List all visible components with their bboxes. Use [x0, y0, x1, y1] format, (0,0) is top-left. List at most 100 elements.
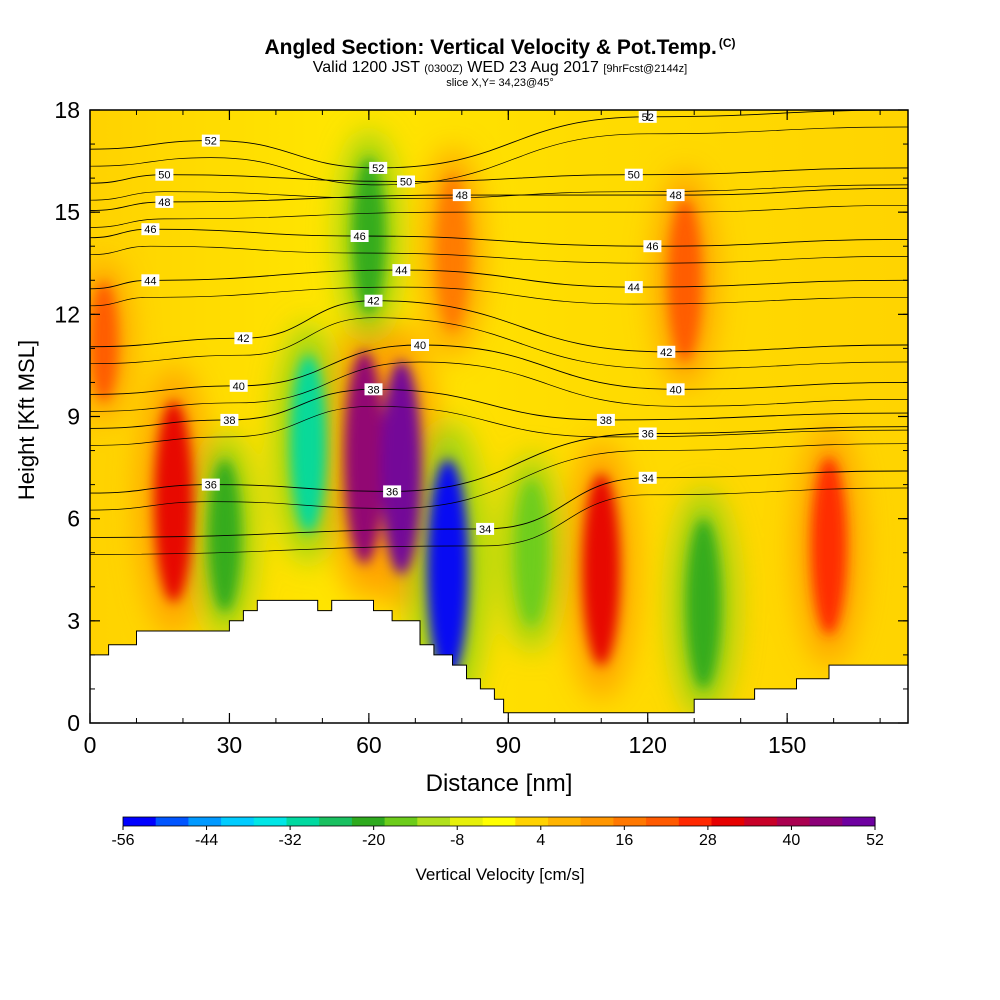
colorbar: -56 -44 -32 -20 -8 4 16 28 40 52 [111, 816, 884, 849]
contour-label-bg [201, 478, 220, 491]
colorbar-swatch-10 [450, 817, 484, 826]
contour-36-minor [90, 443, 908, 511]
contour-46-minor [90, 245, 908, 264]
y-tick-label: 9 [67, 404, 80, 430]
slice-label: slice X,Y= 34,23@45° [446, 77, 554, 89]
chart-title-text: Angled Section: Vertical Velocity & Pot.… [264, 36, 717, 59]
x-tick-label: 90 [495, 732, 521, 758]
colorbar-tick-label: -32 [279, 832, 302, 849]
contour-label-bg [638, 427, 657, 440]
colorbar-swatch-3 [221, 817, 255, 826]
contour-label-text: 50 [158, 170, 170, 182]
velocity-cell-10 [811, 457, 847, 635]
colorbar-swatch-6 [319, 817, 353, 826]
colorbar-tick-label: -20 [362, 832, 385, 849]
contour-36 [90, 426, 908, 494]
contour-label-bg [397, 175, 415, 188]
y-tick-label: 3 [67, 608, 80, 634]
contour-label-36-1: 36 [383, 485, 402, 498]
x-tick-label: 0 [84, 732, 97, 758]
terrain [89, 599, 909, 724]
contour-label-text: 52 [372, 163, 384, 175]
contour-label-text: 50 [628, 170, 640, 182]
colorbar-swatch-16 [646, 817, 680, 826]
contour-label-bg [234, 332, 253, 345]
contour-label-bg [155, 195, 174, 208]
contour-label-bg [624, 281, 643, 294]
contour-label-44-0: 44 [141, 274, 160, 287]
contour-48-minor [90, 204, 908, 228]
colorbar-swatch-13 [548, 817, 582, 826]
contour-label-38-0: 38 [220, 413, 239, 427]
contour-label-44-2: 44 [624, 281, 643, 294]
colorbar-swatch-1 [155, 817, 189, 826]
colorbar-swatch-11 [482, 817, 516, 826]
contour-label-bg [364, 383, 383, 396]
velocity-cell-8 [582, 473, 621, 666]
contour-label-bg [638, 471, 657, 484]
contour-label-text: 40 [233, 381, 245, 393]
contour-40-minor [90, 361, 908, 412]
y-axis-label: Height [Kft MSL] [14, 340, 39, 500]
x-tick-label: 30 [217, 732, 243, 758]
contour-label-text: 42 [367, 296, 379, 308]
colorbar-tick-label: 16 [615, 832, 633, 849]
contour-label-text: 42 [660, 347, 672, 359]
contour-label-44-1: 44 [392, 264, 411, 277]
colorbar-swatch-7 [351, 817, 386, 826]
x-tick-label: 120 [629, 732, 667, 758]
contour-label-42-0: 42 [234, 332, 253, 345]
contour-label-bg [657, 345, 676, 358]
colorbar-swatch-4 [253, 817, 288, 826]
contour-label-50-2: 50 [624, 168, 643, 182]
x-axis-label: Distance [nm] [426, 770, 573, 797]
y-tick-label: 6 [67, 506, 80, 532]
contour-label-46-0: 46 [141, 223, 160, 236]
chart-subtitle: Valid 1200 JST (0300Z) WED 23 Aug 2017 [… [0, 59, 1000, 77]
contour-label-bg [596, 413, 615, 426]
colorbar-swatch-2 [188, 817, 222, 826]
contour-38 [90, 388, 908, 429]
contour-label-bg [383, 485, 402, 498]
velocity-cell-13 [668, 198, 702, 362]
contour-label-48-1: 48 [452, 189, 471, 202]
contour-label-text: 46 [353, 231, 365, 243]
velocity-cell-6 [427, 459, 469, 681]
velocity-cell-9 [686, 518, 721, 690]
velocity-cell-3 [290, 354, 327, 533]
contour-label-text: 42 [237, 333, 249, 345]
y-tick-label: 12 [54, 301, 80, 327]
contour-label-text: 44 [144, 275, 156, 287]
contour-label-48-0: 48 [155, 195, 174, 209]
contour-38-minor [90, 405, 908, 446]
contour-label-36-0: 36 [201, 478, 220, 492]
colorbar-swatch-5 [286, 817, 320, 826]
contour-42-minor [90, 317, 908, 370]
colorbar-swatch-21 [809, 817, 843, 826]
colorbar-tick-label: 52 [866, 832, 884, 849]
contour-label-bg [392, 264, 411, 277]
pot-temp-contours [90, 110, 908, 555]
colorbar-swatch-19 [744, 817, 778, 826]
colorbar-tick-label: 4 [536, 832, 545, 849]
contour-label-bg [452, 189, 471, 202]
y-tick-label: 15 [54, 199, 80, 225]
contour-label-text: 50 [400, 177, 412, 189]
contour-label-40-1: 40 [411, 339, 429, 352]
contour-label-52-1: 52 [369, 161, 388, 175]
contour-label-bg [411, 339, 429, 351]
contour-label-text: 36 [205, 480, 217, 492]
contour-labels: 34 34 36 36 36 38 38 38 40 40 40 42 42 42 44 44 44 46 46 46… [141, 110, 685, 536]
y-tick-label: 18 [54, 97, 80, 123]
y-tick-label: 0 [67, 710, 80, 736]
colorbar-tick-label: 40 [783, 832, 801, 849]
colorbar-swatch-14 [580, 817, 614, 826]
colorbar-swatch-8 [384, 817, 418, 826]
velocity-cell-0 [90, 281, 118, 402]
contour-label-bg [666, 383, 685, 396]
velocity-cell-12 [436, 175, 469, 332]
contour-label-bg [141, 223, 160, 236]
field-core-layer [90, 158, 847, 690]
chart-title: Angled Section: Vertical Velocity & Pot.… [0, 36, 1000, 60]
